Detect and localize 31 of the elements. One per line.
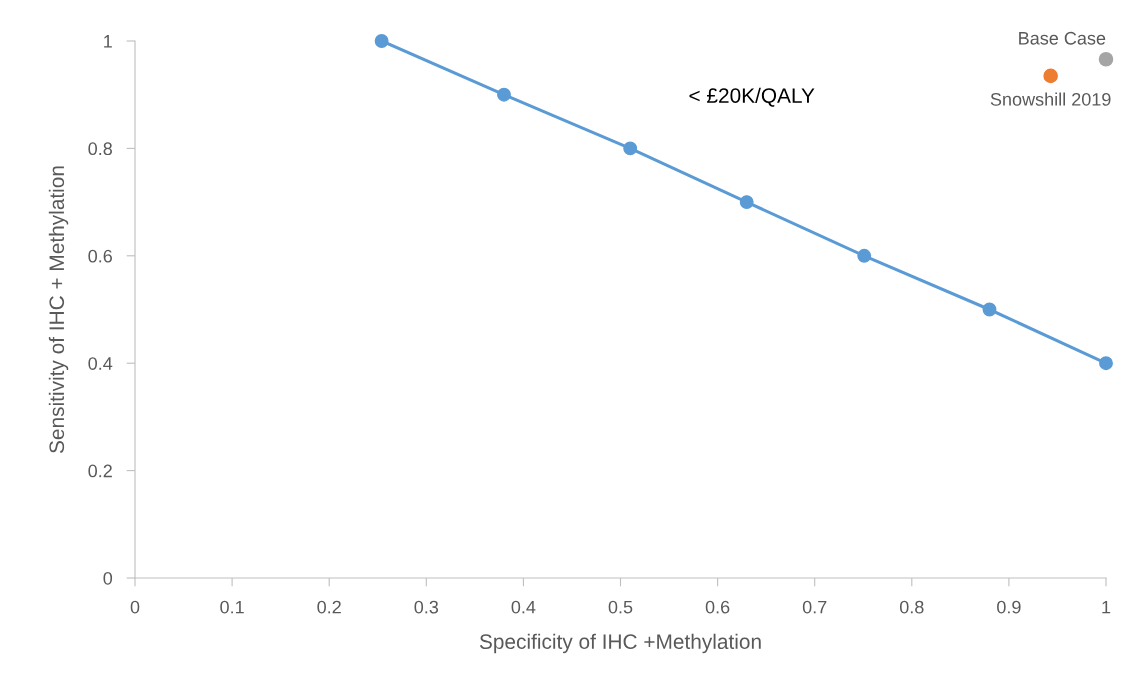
x-tick-label: 0.6 <box>705 600 730 614</box>
point <box>1043 68 1058 84</box>
x-tick-label: 0.5 <box>608 600 633 614</box>
y-axis-title: Sensitivity of IHC + Methylation <box>48 166 69 453</box>
annotation: < £20K/QALY <box>689 87 815 107</box>
point <box>857 248 872 263</box>
x-axis-title: Specificity of IHC +Methylation <box>479 633 761 654</box>
y-tick-label: 0.8 <box>88 142 112 156</box>
point <box>982 302 997 317</box>
x-tick-label: 0.8 <box>899 600 924 614</box>
y-tick-label: 1 <box>104 35 112 48</box>
point <box>1098 51 1114 67</box>
y-tick-label: 0.2 <box>88 464 112 478</box>
x-tick-label: 0 <box>130 600 140 614</box>
series-label: Snowshill 2019 <box>990 92 1111 106</box>
series-label: Base Case <box>1019 31 1106 45</box>
x-tick-label: 0.1 <box>220 600 244 614</box>
x-tick-label: 0.2 <box>317 600 341 614</box>
point <box>1099 356 1113 371</box>
point <box>623 141 638 156</box>
x-tick-label: 0.7 <box>802 600 827 614</box>
x-tick-label: 0.9 <box>997 600 1021 614</box>
y-tick-label: 0 <box>103 571 113 585</box>
x-tick-label: 1 <box>1102 600 1111 614</box>
point <box>739 195 754 210</box>
y-tick-label: 0.4 <box>88 357 113 370</box>
point <box>374 34 389 48</box>
y-tick-label: 0.6 <box>88 249 112 263</box>
x-tick-label: 0.4 <box>511 600 536 614</box>
point <box>497 87 511 102</box>
x-tick-label: 0.3 <box>414 600 439 614</box>
